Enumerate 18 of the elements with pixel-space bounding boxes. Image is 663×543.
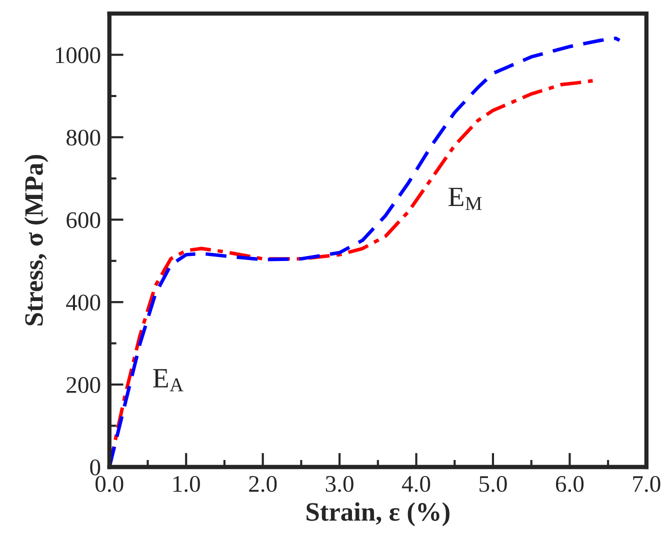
x-tick-label: 6.0 [556, 476, 584, 492]
x-tick-label: 0.0 [96, 476, 124, 492]
y-tick-label: 1000 [56, 47, 100, 64]
x-tick-label: 3.0 [326, 476, 354, 492]
annotation: E$_{A}$ [153, 369, 184, 392]
x-tick-label: 4.0 [402, 476, 430, 492]
y-tick-label: 400 [66, 294, 100, 311]
y-tick-label: 200 [66, 377, 100, 393]
x-axis-title: Strain, ε (%) [306, 502, 450, 526]
x-tick-label: 1.0 [173, 476, 200, 492]
annotation: E$_{M}$ [448, 188, 482, 210]
y-tick-label: 0 [90, 459, 100, 476]
x-tick-label: 2.0 [249, 476, 277, 492]
y-tick-label: 800 [66, 130, 100, 146]
y-tick-label: 600 [66, 212, 100, 228]
y-axis-title: Stress, σ (MPa) [24, 154, 48, 326]
x-tick-label: 5.0 [480, 476, 507, 492]
x-tick-label: 7.0 [633, 476, 660, 492]
